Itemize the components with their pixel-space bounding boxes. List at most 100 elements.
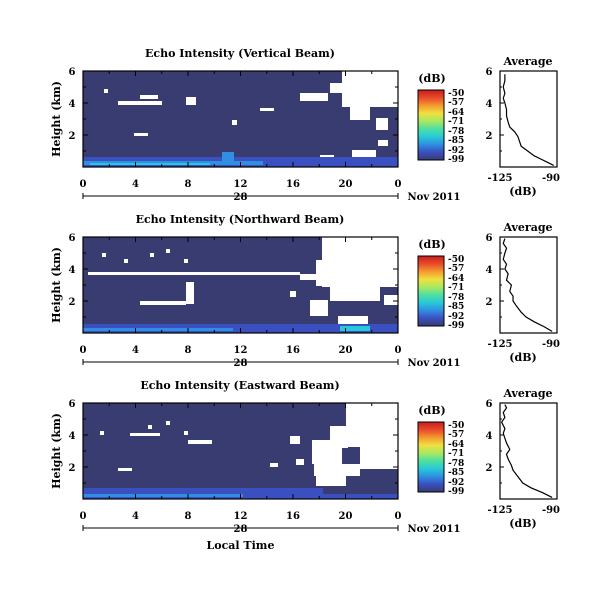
avg-y-tick: 4	[486, 431, 493, 442]
colorbar-tick: -50	[448, 421, 464, 431]
y-tick-label: 4	[69, 431, 76, 442]
no-data-regions	[88, 237, 398, 324]
date-day-label: 28	[234, 192, 248, 203]
x-tick-label: 12	[234, 345, 248, 356]
date-day-label: 28	[234, 358, 248, 369]
x-tick-label: 8	[185, 511, 192, 522]
avg-title: Average	[502, 221, 552, 234]
colorbar-unit: (dB)	[418, 404, 445, 417]
x-tick-label: 0	[395, 511, 402, 522]
heatmap-plot: 0 4 8 12 16 20 0 6 4 2 28 Nov 2011 Local…	[69, 399, 461, 552]
colorbar-tick: -92	[448, 478, 464, 488]
avg-x-label: (dB)	[509, 351, 536, 364]
average-profile-line	[502, 238, 553, 332]
x-tick-label: 20	[339, 179, 353, 190]
average-profile: Average 6 4 2 -125 -90 (dB)	[486, 387, 561, 530]
x-tick-label: 16	[286, 345, 300, 356]
date-bracket: 28 Nov 2011	[82, 358, 461, 369]
colorbar-tick: -99	[448, 155, 464, 165]
y-tick-label: 6	[69, 233, 76, 244]
heatmap-plot: 0 4 8 12 16 20 0 6 4 2 28 Nov 2011	[69, 233, 461, 369]
colorbar: (dB) -50 -57 -64 -71 -78 -85 -92 -99	[417, 72, 464, 165]
colorbar-tick: -99	[448, 321, 464, 331]
date-label: Nov 2011	[408, 524, 461, 535]
colorbar-unit: (dB)	[418, 72, 445, 85]
colorbar-tick: -64	[448, 108, 464, 118]
panel-vertical: Echo Intensity (Vertical Beam) Height (k…	[50, 47, 560, 203]
panel-title: Echo Intensity (Northward Beam)	[136, 213, 345, 226]
x-tick-label: 12	[234, 511, 248, 522]
avg-x-tick: -90	[542, 339, 560, 350]
y-tick-label: 2	[69, 131, 76, 142]
colorbar-tick: -78	[448, 293, 464, 303]
colorbar-tick: -57	[448, 98, 464, 108]
y-tick-label: 6	[69, 67, 76, 78]
date-label: Nov 2011	[408, 358, 461, 369]
heatmap-plot: 0 4 8 12 16 20 0 6 4 2 28 Nov 2011	[69, 67, 461, 203]
x-tick-label: 0	[80, 345, 87, 356]
panel-title: Echo Intensity (Vertical Beam)	[145, 47, 335, 60]
colorbar-tick: -78	[448, 459, 464, 469]
avg-y-tick: 2	[486, 297, 493, 308]
x-tick-label: 16	[286, 511, 300, 522]
average-profile: Average 6 4 2 -125 -90 (dB)	[486, 221, 561, 364]
y-tick-label: 4	[69, 265, 76, 276]
x-tick-label: 4	[132, 345, 139, 356]
x-tick-label: 0	[395, 179, 402, 190]
avg-y-tick: 4	[486, 265, 493, 276]
avg-y-tick: 6	[486, 67, 493, 78]
avg-x-tick: -90	[542, 505, 560, 516]
colorbar-tick: -92	[448, 146, 464, 156]
avg-title: Average	[502, 387, 552, 400]
panel-northward: Echo Intensity (Northward Beam) Height (…	[50, 213, 560, 369]
colorbar-unit: (dB)	[418, 238, 445, 251]
y-tick-label: 6	[69, 399, 76, 410]
avg-x-tick: -125	[487, 505, 512, 516]
x-tick-label: 20	[339, 345, 353, 356]
colorbar-tick: -57	[448, 264, 464, 274]
colorbar-tick: -64	[448, 440, 464, 450]
avg-title: Average	[502, 55, 552, 68]
colorbar-tick: -50	[448, 255, 464, 265]
date-day-label: 28	[234, 524, 248, 535]
average-profile-line	[500, 404, 553, 498]
y-axis-label: Height (km)	[50, 81, 63, 157]
avg-y-tick: 6	[486, 233, 493, 244]
avg-y-tick: 2	[486, 463, 493, 474]
panel-title: Echo Intensity (Eastward Beam)	[140, 379, 339, 392]
colorbar-tick: -99	[448, 487, 464, 497]
average-profile-line	[502, 74, 555, 166]
colorbar: (dB) -50 -57 -64 -71 -78 -85 -92 -99	[417, 238, 464, 331]
x-tick-label: 8	[185, 179, 192, 190]
colorbar-tick: -50	[448, 89, 464, 99]
y-axis-label: Height (km)	[50, 413, 63, 489]
near-ground-echo	[83, 488, 398, 499]
x-tick-label: 4	[132, 511, 139, 522]
colorbar-tick: -64	[448, 274, 464, 284]
x-tick-label: 0	[80, 511, 87, 522]
colorbar-gradient	[417, 421, 445, 493]
x-tick-label: 8	[185, 345, 192, 356]
colorbar-gradient	[417, 255, 445, 327]
x-tick-label: 16	[286, 179, 300, 190]
x-tick-label: 4	[132, 179, 139, 190]
average-profile: Average 6 4 2 -125 -90 (dB)	[486, 55, 561, 198]
x-tick-label: 0	[395, 345, 402, 356]
colorbar-tick: -85	[448, 302, 464, 312]
avg-x-tick: -125	[487, 173, 512, 184]
x-tick-label: 20	[339, 511, 353, 522]
avg-x-tick: -125	[487, 339, 512, 350]
colorbar-gradient	[417, 89, 445, 161]
avg-x-label: (dB)	[509, 517, 536, 530]
y-tick-label: 2	[69, 463, 76, 474]
x-axis-label: Local Time	[207, 539, 275, 552]
colorbar-tick: -71	[448, 283, 464, 293]
avg-frame	[499, 70, 558, 168]
no-data-regions	[100, 403, 398, 486]
colorbar-tick: -85	[448, 136, 464, 146]
avg-y-tick: 4	[486, 99, 493, 110]
x-tick-label: 12	[234, 179, 248, 190]
y-tick-label: 4	[69, 99, 76, 110]
y-axis-label: Height (km)	[50, 247, 63, 323]
